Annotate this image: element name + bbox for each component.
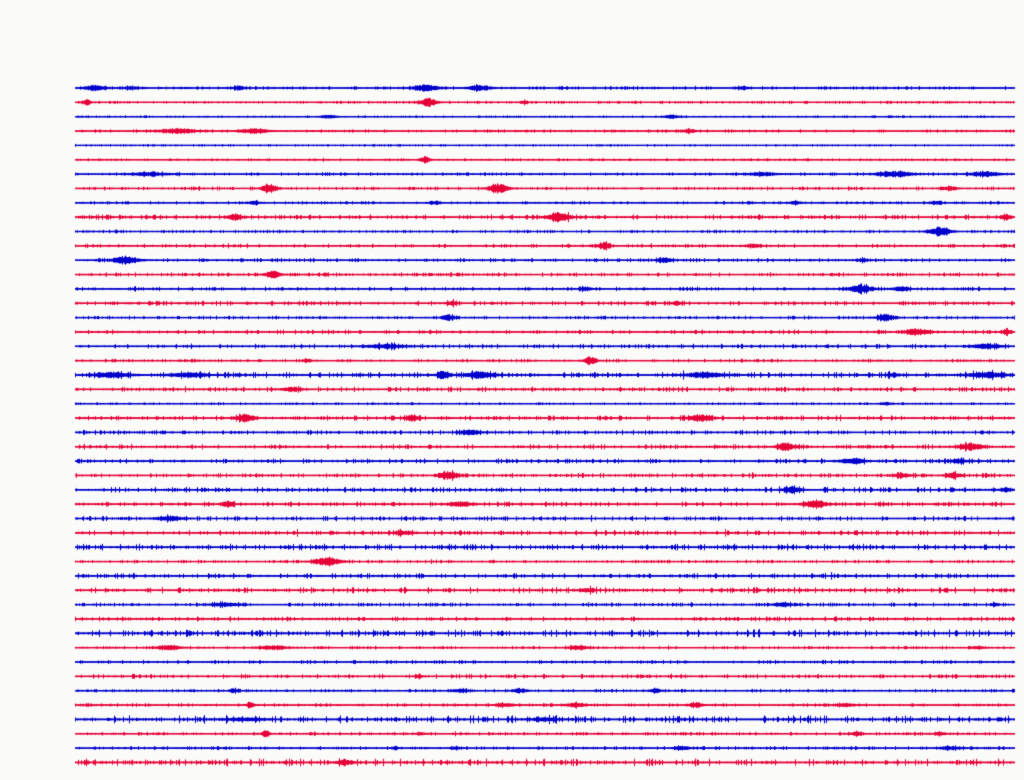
seismogram-traces bbox=[0, 0, 1024, 780]
helicorder-page: HI Kalavryta 2024-03-16 Applied filter: … bbox=[0, 0, 1024, 780]
